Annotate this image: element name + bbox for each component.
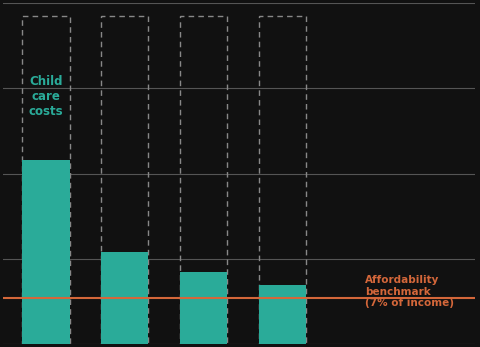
Bar xyxy=(101,16,148,344)
Bar xyxy=(259,285,306,344)
Bar xyxy=(101,252,148,344)
Bar xyxy=(23,16,70,344)
Text: Affordability
benchmark
(7% of income): Affordability benchmark (7% of income) xyxy=(365,275,454,308)
Bar xyxy=(180,272,227,344)
Bar xyxy=(259,16,306,344)
Bar xyxy=(23,160,70,344)
Bar xyxy=(180,16,227,344)
Text: Child
care
costs: Child care costs xyxy=(29,75,63,118)
